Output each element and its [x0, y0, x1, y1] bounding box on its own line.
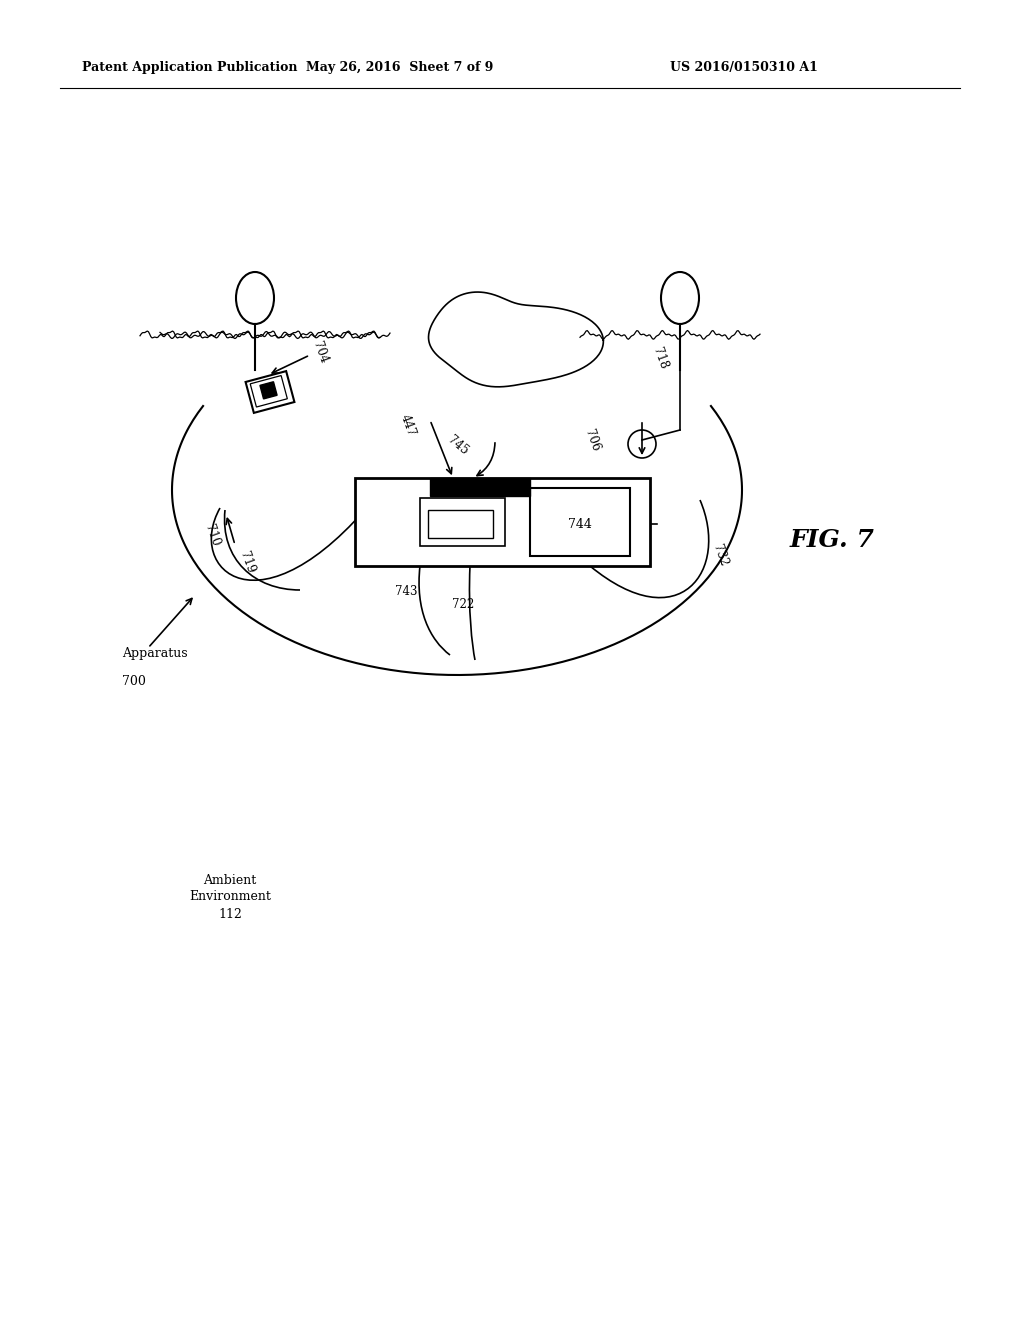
Text: 744: 744 — [568, 517, 592, 531]
Text: Environment: Environment — [189, 891, 271, 903]
Text: US 2016/0150310 A1: US 2016/0150310 A1 — [670, 62, 818, 74]
Text: 745: 745 — [445, 433, 471, 458]
Text: Apparatus: Apparatus — [122, 647, 187, 660]
Text: 706: 706 — [582, 428, 602, 453]
Bar — [250, 376, 288, 407]
Text: Patent Application Publication: Patent Application Publication — [82, 62, 298, 74]
Bar — [530, 488, 630, 556]
Text: 719: 719 — [237, 549, 257, 576]
Text: 447: 447 — [398, 412, 418, 438]
Text: May 26, 2016  Sheet 7 of 9: May 26, 2016 Sheet 7 of 9 — [306, 62, 494, 74]
Bar — [428, 510, 493, 539]
Bar — [430, 478, 530, 496]
Text: 710: 710 — [202, 523, 222, 548]
Text: Ambient: Ambient — [204, 874, 257, 887]
Bar — [246, 371, 295, 413]
Bar — [420, 498, 505, 546]
Text: 112: 112 — [218, 908, 242, 920]
Text: FIG. 7: FIG. 7 — [790, 528, 874, 552]
Text: 743: 743 — [395, 585, 418, 598]
Bar — [260, 381, 278, 399]
Text: 718: 718 — [650, 346, 670, 371]
Text: 700: 700 — [122, 675, 145, 688]
Bar — [355, 478, 650, 566]
Text: 722: 722 — [452, 598, 474, 611]
Text: 732: 732 — [710, 543, 730, 568]
Text: 704: 704 — [310, 339, 330, 366]
